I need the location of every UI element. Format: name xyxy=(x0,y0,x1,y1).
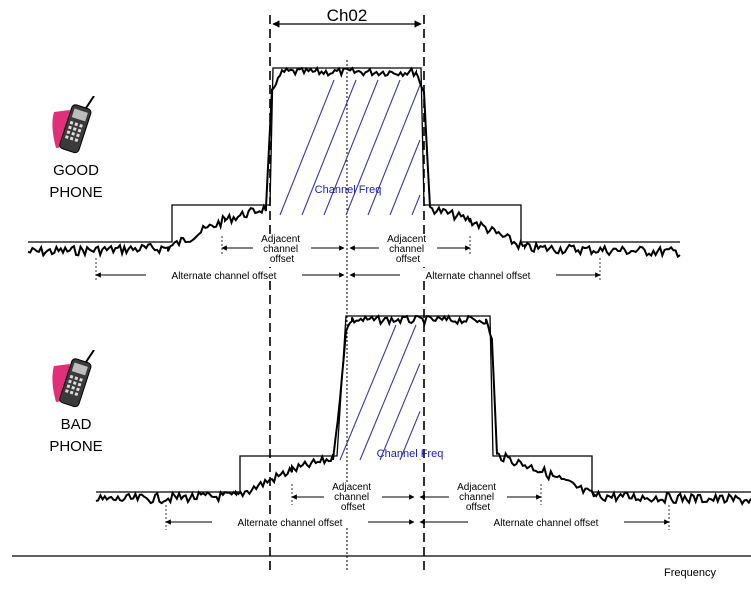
bad-channel-hatch xyxy=(339,324,421,461)
hatch-line xyxy=(345,79,401,216)
bad-adjacent-right-label: Adjacent channel offset xyxy=(457,482,499,513)
bad-adjacent-right-line1: Adjacent xyxy=(457,482,496,493)
good-alternate-left-label-bg xyxy=(146,268,302,281)
frequency-axis-label: Frequency xyxy=(664,567,716,579)
good-phone-label: GOOD PHONE xyxy=(36,160,116,204)
good-adjacent-right-line3: offset xyxy=(396,254,420,265)
bad-adjacent-right-line3: offset xyxy=(466,502,490,513)
bad-phone-label-line2: PHONE xyxy=(49,438,103,455)
bad-adjacent-right-line2: channel xyxy=(459,492,494,503)
good-adjacent-left-label: Adjacent channel offset xyxy=(261,234,303,265)
good-adjacent-right-label: Adjacent channel offset xyxy=(387,234,429,265)
bad-adjacent-left-line1: Adjacent xyxy=(332,482,371,493)
good-alternate-left-label: Alternate channel offset xyxy=(172,271,277,282)
hatch-line xyxy=(367,84,421,216)
bad-phone-body xyxy=(59,358,92,408)
good-adjacent-left-label-bg xyxy=(253,234,311,266)
bad-phone-spectrum: Channel Freq Adjacent channel offset Adj… xyxy=(95,314,751,530)
good-adjacent-right-label-bg xyxy=(379,234,437,266)
good-alternate-right-label-bg xyxy=(400,268,556,281)
bad-alternate-right-label-bg xyxy=(468,515,624,528)
bad-adjacent-left-line2: channel xyxy=(334,492,369,503)
bad-alternate-left-label: Alternate channel offset xyxy=(238,518,343,529)
good-phone-icon xyxy=(52,96,95,154)
channel-label: Ch02 xyxy=(327,6,368,25)
hatch-line xyxy=(339,324,397,461)
bad-alternate-left-label-bg xyxy=(212,515,368,528)
bad-alternate-right-label: Alternate channel offset xyxy=(494,518,599,529)
good-spectrum-mask xyxy=(28,67,680,243)
bad-channel-freq-label: Channel Freq xyxy=(377,448,444,460)
bad-adjacent-left-label-bg xyxy=(324,482,382,514)
bad-adjacent-left-label: Adjacent channel offset xyxy=(332,482,374,513)
good-phone-label-line1: GOOD xyxy=(53,162,99,179)
good-phone-antenna xyxy=(85,96,95,109)
hatch-line xyxy=(411,194,421,216)
good-phone-body xyxy=(59,104,92,154)
hatch-line xyxy=(399,411,421,461)
bad-phone-label-line1: BAD xyxy=(60,416,92,433)
bad-adjacent-left-line3: offset xyxy=(341,502,365,513)
bad-phone-icon xyxy=(52,350,95,408)
bad-adjacent-right-label-bg xyxy=(449,482,507,514)
good-adjacent-left-line1: Adjacent xyxy=(261,234,300,245)
hatch-line xyxy=(323,79,379,216)
good-alternate-right-label: Alternate channel offset xyxy=(426,271,531,282)
hatch-line xyxy=(379,363,421,461)
hatch-line xyxy=(359,324,417,461)
good-phone-spectrum: Channel Freq Adjacent channel offset Adj… xyxy=(27,65,681,282)
good-phone-label-line2: PHONE xyxy=(49,184,103,201)
hatch-line xyxy=(389,139,421,216)
good-adjacent-left-line2: channel xyxy=(263,244,298,255)
good-adjacent-right-line1: Adjacent xyxy=(387,234,426,245)
good-spectrum-trace xyxy=(27,65,681,259)
good-adjacent-right-line2: channel xyxy=(389,244,424,255)
bad-spectrum-trace xyxy=(95,314,751,506)
bad-phone-antenna xyxy=(85,350,95,363)
good-adjacent-left-line3: offset xyxy=(270,254,294,265)
good-channel-freq-label: Channel Freq xyxy=(315,184,382,196)
bad-phone-label: BAD PHONE xyxy=(36,414,116,458)
good-channel-hatch xyxy=(279,79,421,216)
hatch-line xyxy=(279,79,335,216)
hatch-line xyxy=(301,79,357,216)
